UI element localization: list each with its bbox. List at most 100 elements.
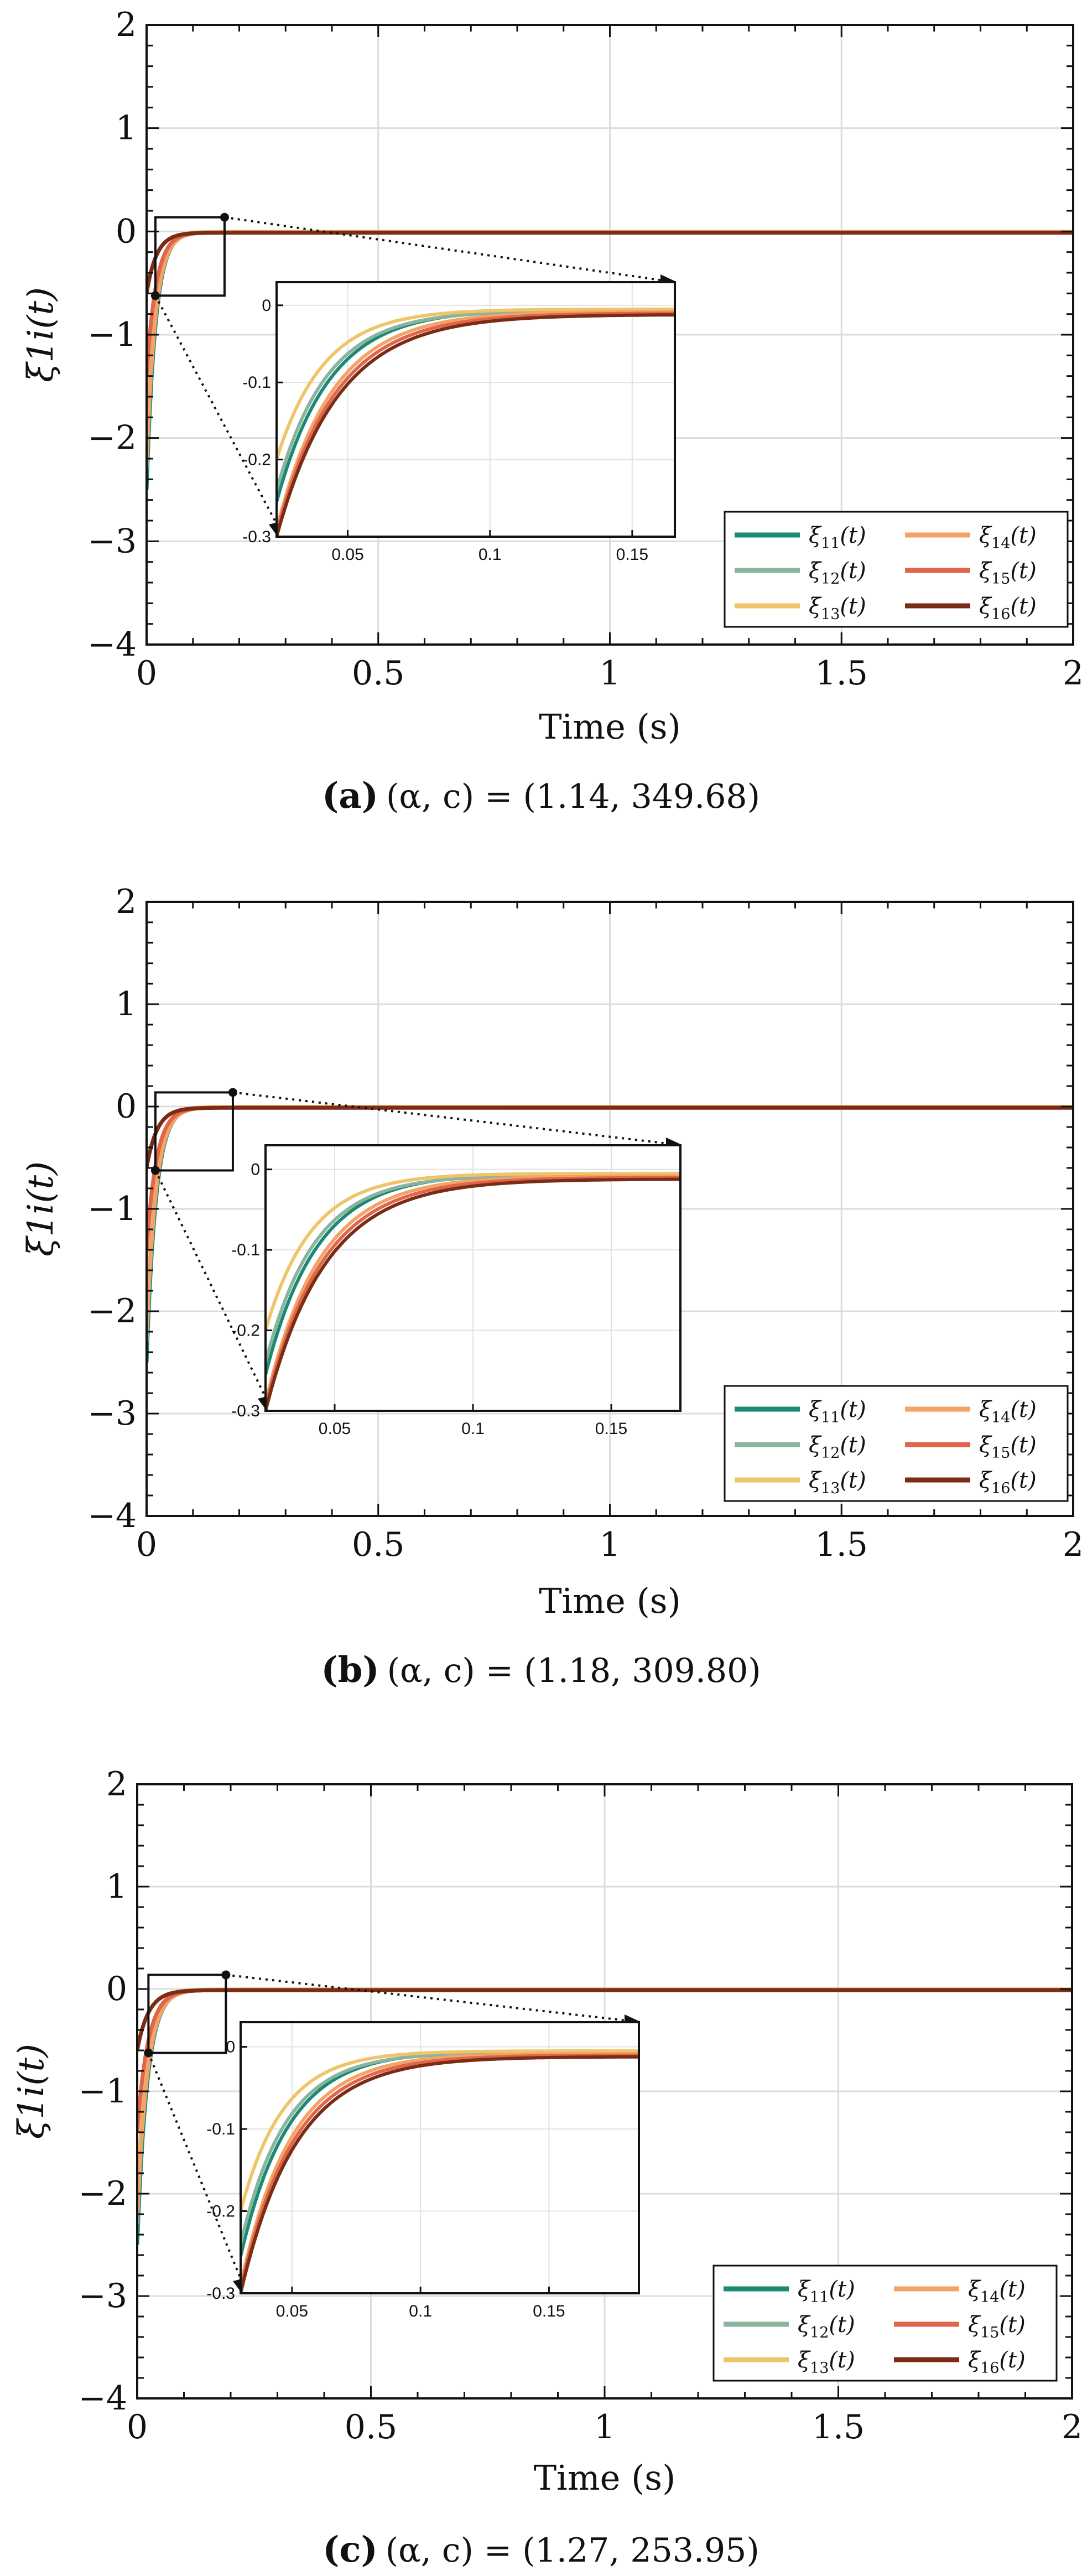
legend-subscript: 14 (980, 2289, 999, 2306)
inset-y-tick-label: -0.2 (242, 451, 271, 469)
legend-argument: (t) (1010, 558, 1036, 584)
legend-label-14: ξ14(t) (979, 523, 1037, 552)
y-tick-label: −4 (88, 1497, 137, 1535)
inset-y-tick-label: -0.2 (231, 1322, 260, 1340)
legend-label-14: ξ14(t) (979, 1397, 1037, 1426)
inset-y-tick-label: -0.3 (242, 528, 271, 546)
inset-y-tick-label: -0.2 (206, 2203, 235, 2221)
y-tick-label: 2 (106, 1765, 127, 1804)
legend-argument: (t) (840, 523, 866, 548)
zoom-connector (232, 1091, 673, 1145)
legend-subscript: 13 (821, 1480, 840, 1497)
inset-x-tick-label: 0.15 (533, 2302, 565, 2320)
x-tick-label: 0 (136, 1525, 157, 1564)
inset-series-line-13 (241, 2049, 639, 2212)
x-axis-label: Time (s) (539, 1581, 681, 1621)
inset-series-line-14 (241, 2052, 639, 2286)
inset-x-tick-label: 0.1 (461, 1420, 485, 1438)
caption-text: (α, c) = (1.18, 309.80) (387, 1651, 761, 1690)
legend-subscript: 13 (821, 606, 840, 623)
x-tick-label: 2 (1063, 1525, 1082, 1564)
inset-y-tick-label: -0.1 (206, 2120, 235, 2138)
zoom-connector (154, 295, 281, 531)
legend-argument: (t) (840, 1397, 866, 1422)
series-line-16 (147, 1105, 1073, 1170)
inset-y-tick-label: 0 (226, 2038, 235, 2056)
legend-label-11: ξ11(t) (798, 2277, 855, 2306)
legend-subscript: 14 (991, 535, 1010, 552)
x-tick-label: 2 (1063, 654, 1082, 693)
legend-subscript: 11 (821, 535, 840, 552)
legend-symbol: ξ (809, 594, 822, 619)
legend-argument: (t) (1010, 1432, 1036, 1458)
zoom-connector (147, 2052, 245, 2287)
legend-symbol: ξ (979, 1397, 992, 1422)
x-tick-label: 0.5 (345, 2408, 397, 2447)
x-tick-label: 1 (594, 2408, 615, 2447)
inset-x-tick-label: 0.15 (616, 546, 648, 564)
y-tick-label: −2 (79, 2174, 127, 2213)
y-tick-label: −1 (88, 1190, 137, 1228)
legend: ξ11(t) ξ14(t)ξ12(t) ξ15(t)ξ13(t) ξ16(t) (724, 511, 1069, 628)
legend-label-15: ξ15(t) (979, 1432, 1037, 1462)
x-tick-label: 1.5 (815, 1525, 868, 1564)
legend-argument: (t) (840, 594, 866, 619)
inset-y-tick-label: -0.1 (231, 1241, 260, 1259)
y-tick-label: 2 (116, 6, 137, 44)
legend-argument: (t) (840, 1468, 866, 1493)
legend-symbol: ξ (968, 2277, 981, 2302)
zoom-box (154, 1091, 234, 1172)
inset-series-line-14 (266, 1174, 680, 1404)
zoom-connector (226, 1973, 632, 2022)
series-group (147, 230, 1073, 492)
x-tick-label: 1.5 (812, 2408, 865, 2447)
legend: ξ11(t) ξ14(t)ξ12(t) ξ15(t)ξ13(t) ξ16(t) (724, 1385, 1069, 1502)
x-tick-label: 1 (599, 654, 620, 693)
legend-argument: (t) (829, 2277, 855, 2302)
legend-symbol: ξ (798, 2277, 811, 2302)
inset-x-tick-label: 0.1 (478, 546, 502, 564)
panel-caption: (a) (α, c) = (1.14, 349.68) (322, 775, 760, 817)
y-tick-label: 1 (116, 109, 137, 148)
y-tick-label: −4 (79, 2379, 127, 2418)
y-tick-label: 0 (116, 212, 137, 251)
legend-symbol: ξ (979, 1468, 992, 1493)
legend-subscript: 12 (821, 1445, 840, 1462)
legend: ξ11(t) ξ14(t)ξ12(t) ξ15(t)ξ13(t) ξ16(t) (712, 2265, 1058, 2382)
inset-series-line-16 (241, 2055, 639, 2293)
legend-symbol: ξ (798, 2312, 811, 2338)
legend-label-15: ξ15(t) (968, 2312, 1026, 2341)
inset-series-line-16 (277, 313, 675, 537)
x-axis-label: Time (s) (534, 2458, 676, 2498)
x-tick-label: 0 (136, 654, 157, 693)
x-axis-label: Time (s) (539, 707, 681, 747)
series-group (147, 1105, 1073, 1364)
caption-letter: (b) (321, 1649, 379, 1691)
legend-label-12: ξ12(t) (798, 2312, 855, 2341)
legend-argument: (t) (829, 2312, 855, 2338)
inset-y-tick-label: 0 (262, 297, 271, 315)
legend-subscript: 16 (991, 606, 1010, 623)
inset-x-tick-label: 0.15 (595, 1420, 627, 1438)
caption-text: (α, c) = (1.14, 349.68) (386, 777, 760, 816)
legend-subscript: 13 (810, 2360, 829, 2377)
x-tick-label: 1.5 (815, 654, 868, 693)
inset-x-tick-label: 0.05 (276, 2302, 308, 2320)
y-tick-label: −4 (88, 625, 137, 664)
legend-symbol: ξ (968, 2348, 981, 2373)
legend-label-15: ξ15(t) (979, 558, 1037, 588)
legend-symbol: ξ (979, 558, 992, 584)
x-tick-label: 0.5 (352, 654, 404, 693)
legend-subscript: 16 (991, 1480, 1010, 1497)
legend-subscript: 15 (991, 1445, 1010, 1462)
zoom-connector (224, 216, 668, 282)
legend-symbol: ξ (809, 1468, 822, 1493)
legend-label-16: ξ16(t) (968, 2348, 1026, 2377)
series-line-16 (137, 1988, 1072, 2053)
legend-label-12: ξ12(t) (809, 558, 866, 588)
inset-series-line-15 (277, 311, 675, 533)
zoom-box (147, 1973, 227, 2054)
legend-subscript: 15 (991, 570, 1010, 588)
inset-series-group (266, 1171, 680, 1411)
